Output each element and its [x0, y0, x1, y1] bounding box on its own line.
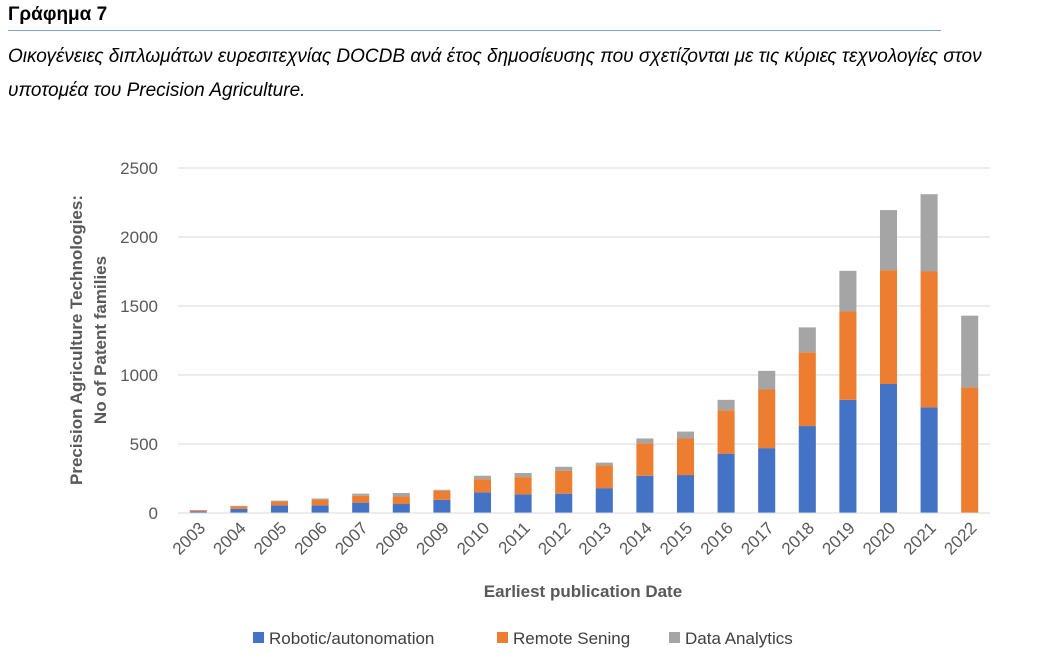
x-axis-title: Earliest publication Date [484, 582, 682, 601]
bar-segment-remote-sening-2015 [677, 438, 694, 475]
bar-segment-data-analytics-2008 [393, 493, 410, 496]
bar-segment-robotic-autonomation-2011 [515, 494, 532, 513]
x-tick-label: 2021 [900, 518, 940, 558]
bar-segment-remote-sening-2021 [921, 272, 938, 408]
x-tick-label: 2022 [940, 518, 980, 558]
bar-segment-data-analytics-2016 [718, 400, 735, 410]
bar-segment-remote-sening-2019 [839, 312, 856, 400]
legend-swatch [497, 632, 508, 643]
bar-segment-remote-sening-2016 [718, 410, 735, 453]
bar-segment-data-analytics-2012 [555, 467, 572, 471]
x-tick-label: 2003 [169, 518, 209, 558]
legend-swatch [253, 632, 264, 643]
bar-segment-data-analytics-2013 [596, 463, 613, 466]
bar-segment-remote-sening-2008 [393, 496, 410, 504]
bar-segment-remote-sening-2012 [555, 471, 572, 494]
bar-segment-data-analytics-2007 [352, 494, 369, 496]
y-tick-label: 2000 [120, 228, 158, 247]
bar-segment-data-analytics-2018 [799, 327, 816, 352]
x-tick-label: 2007 [331, 518, 371, 558]
x-tick-label: 2011 [495, 518, 534, 557]
bar-segment-robotic-autonomation-2010 [474, 492, 491, 513]
bar-segment-data-analytics-2019 [839, 271, 856, 312]
bar-segment-remote-sening-2014 [636, 443, 653, 475]
y-tick-label: 1000 [120, 366, 158, 385]
bar-segment-robotic-autonomation-2021 [921, 407, 938, 513]
bar-segment-data-analytics-2015 [677, 432, 694, 439]
bar-segment-remote-sening-2005 [271, 501, 288, 505]
bar-segment-data-analytics-2014 [636, 438, 653, 443]
x-tick-label: 2019 [819, 518, 859, 558]
bar-segment-data-analytics-2021 [921, 194, 938, 271]
y-axis-title: Precision Agriculture Technologies: No o… [67, 195, 110, 485]
bar-segment-data-analytics-2022 [961, 316, 978, 388]
bar-segment-robotic-autonomation-2016 [718, 454, 735, 513]
bar-segment-remote-sening-2009 [433, 491, 450, 500]
y-axis-title-line-1: Precision Agriculture Technologies: [67, 195, 86, 485]
bars [190, 194, 978, 513]
legend-label: Data Analytics [685, 629, 793, 648]
x-tick-label: 2015 [656, 518, 696, 558]
x-tick-label: 2020 [859, 518, 899, 558]
legend-label: Remote Sening [513, 629, 630, 648]
y-tick-label: 1500 [120, 297, 158, 316]
bar-segment-remote-sening-2022 [961, 387, 978, 513]
y-tick-label: 0 [149, 504, 158, 523]
x-tick-label: 2010 [453, 518, 493, 558]
x-tick-label: 2009 [413, 518, 453, 558]
bar-segment-robotic-autonomation-2004 [230, 509, 247, 513]
y-axis-ticks: 0 500 1000 1500 2000 2500 [120, 159, 158, 523]
bar-segment-robotic-autonomation-2017 [758, 448, 775, 513]
bar-segment-robotic-autonomation-2005 [271, 505, 288, 513]
legend-swatch [669, 632, 680, 643]
bar-segment-robotic-autonomation-2006 [312, 505, 329, 513]
bar-segment-remote-sening-2004 [230, 506, 247, 508]
bar-segment-data-analytics-2009 [433, 490, 450, 491]
bar-segment-remote-sening-2006 [312, 500, 329, 506]
bar-segment-robotic-autonomation-2014 [636, 476, 653, 513]
gridlines [178, 168, 990, 444]
bar-segment-robotic-autonomation-2019 [839, 400, 856, 513]
x-tick-label: 2012 [534, 518, 574, 558]
x-tick-label: 2004 [210, 518, 250, 558]
bar-segment-remote-sening-2007 [352, 496, 369, 503]
bar-segment-data-analytics-2020 [880, 210, 897, 270]
x-tick-label: 2016 [697, 518, 737, 558]
bar-segment-data-analytics-2017 [758, 371, 775, 390]
y-axis-title-line-2: No of Patent families [91, 256, 110, 424]
bar-segment-data-analytics-2005 [271, 501, 288, 502]
x-tick-label: 2017 [737, 518, 777, 558]
bar-segment-robotic-autonomation-2018 [799, 426, 816, 513]
x-tick-label: 2008 [372, 518, 412, 558]
bar-segment-robotic-autonomation-2008 [393, 504, 410, 513]
x-tick-label: 2018 [778, 518, 818, 558]
y-tick-label: 2500 [120, 159, 158, 178]
bar-segment-remote-sening-2013 [596, 465, 613, 488]
bar-segment-remote-sening-2018 [799, 352, 816, 426]
bar-segment-robotic-autonomation-2007 [352, 503, 369, 513]
legend-label: Robotic/autonomation [269, 629, 434, 648]
x-tick-label: 2013 [575, 518, 615, 558]
bar-segment-robotic-autonomation-2012 [555, 494, 572, 513]
bar-segment-remote-sening-2017 [758, 389, 775, 448]
y-tick-label: 500 [130, 435, 158, 454]
x-tick-label: 2014 [616, 518, 656, 558]
x-tick-label: 2005 [250, 518, 290, 558]
bar-segment-robotic-autonomation-2020 [880, 384, 897, 513]
bar-segment-data-analytics-2010 [474, 476, 491, 479]
bar-segment-remote-sening-2020 [880, 270, 897, 384]
bar-segment-data-analytics-2004 [230, 506, 247, 507]
bar-segment-robotic-autonomation-2015 [677, 475, 694, 513]
bar-segment-data-analytics-2006 [312, 499, 329, 500]
bar-segment-data-analytics-2011 [515, 473, 532, 477]
bar-segment-remote-sening-2011 [515, 477, 532, 494]
bar-segment-robotic-autonomation-2013 [596, 488, 613, 513]
bar-segment-remote-sening-2010 [474, 479, 491, 492]
x-tick-label: 2006 [291, 518, 331, 558]
bar-segment-robotic-autonomation-2009 [433, 500, 450, 513]
x-axis-ticks: 2003200420052006200720082009201020112012… [169, 518, 981, 558]
legend: Robotic/autonomation Remote Sening Data An… [253, 629, 793, 648]
bar-segment-remote-sening-2003 [190, 510, 207, 511]
